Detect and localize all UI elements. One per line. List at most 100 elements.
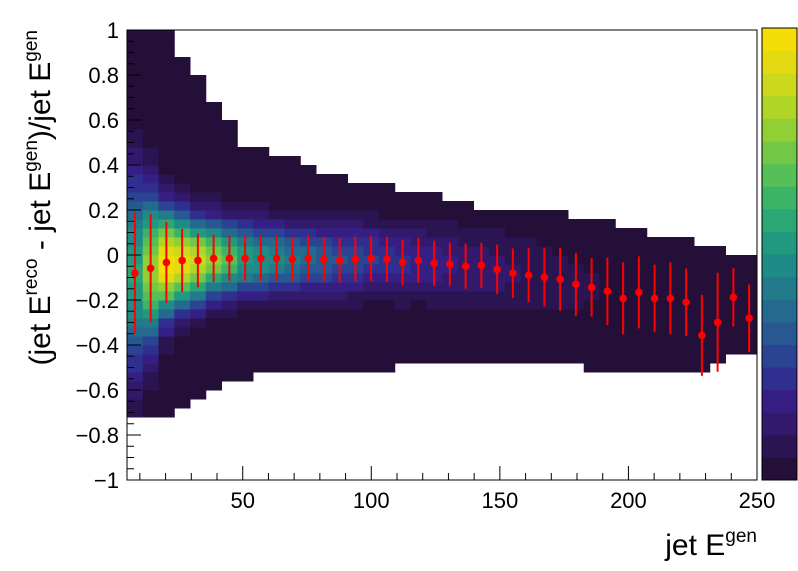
histogram-cell (709, 264, 726, 274)
profile-point (335, 256, 344, 265)
histogram-cell (694, 282, 711, 292)
histogram-cell (473, 291, 490, 301)
histogram-cell (631, 336, 648, 346)
histogram-cell (127, 408, 144, 418)
histogram-cell (300, 219, 317, 229)
histogram-cell (268, 363, 285, 373)
histogram-cell (331, 300, 348, 310)
histogram-cell (127, 174, 144, 184)
histogram-cell (205, 156, 222, 166)
histogram-cell (221, 300, 238, 310)
histogram-cell (284, 345, 301, 355)
histogram-cell (505, 300, 522, 310)
histogram-cell (457, 309, 474, 319)
histogram-cell (127, 165, 144, 175)
histogram-cell (410, 228, 427, 238)
profile-point (398, 258, 407, 267)
y-tick-label: −0.8 (76, 423, 119, 448)
histogram-cell (331, 192, 348, 202)
histogram-cell (127, 354, 144, 364)
histogram-cell (394, 228, 411, 238)
histogram-cell (347, 201, 364, 211)
histogram-cell (426, 354, 443, 364)
histogram-cell (583, 246, 600, 256)
histogram-cell (158, 129, 175, 139)
histogram-cell (174, 399, 191, 409)
histogram-cell (583, 345, 600, 355)
colorbar (761, 27, 798, 481)
histogram-cell (379, 345, 396, 355)
histogram-cell (127, 183, 144, 193)
histogram-cell (473, 354, 490, 364)
histogram-cell (174, 210, 191, 220)
histogram-cell (457, 291, 474, 301)
histogram-cell (473, 219, 490, 229)
histogram-cell (473, 300, 490, 310)
histogram-cell (379, 228, 396, 238)
histogram-cell (190, 129, 207, 139)
histogram-cell (442, 318, 459, 328)
histogram-cell (174, 201, 191, 211)
histogram-cell (190, 120, 207, 130)
histogram-cell (190, 363, 207, 373)
histogram-cell (300, 174, 317, 184)
axes: 50 100 150 200 250 −1 −0.8 −0.6 −0.4 −0.2 0 0.2 0.4 0… (76, 18, 776, 513)
histogram-cell (142, 111, 159, 121)
histogram-cell (363, 192, 380, 202)
histogram-cell (268, 228, 285, 238)
histogram-cell (457, 237, 474, 247)
histogram-cell (505, 210, 522, 220)
histogram-cell (536, 327, 553, 337)
histogram-cell (615, 246, 632, 256)
histogram-cell (615, 363, 632, 373)
histogram-cell (473, 210, 490, 220)
histogram-cell (536, 354, 553, 364)
histogram-cell (646, 336, 663, 346)
histogram-cell (394, 354, 411, 364)
histogram-cell (237, 282, 254, 292)
histogram-cell (190, 102, 207, 112)
histogram-cell (363, 318, 380, 328)
histogram-cell (552, 228, 569, 238)
histogram-cell (142, 174, 159, 184)
histogram-cell (379, 354, 396, 364)
histogram-cell (489, 300, 506, 310)
histogram-cell (268, 174, 285, 184)
histogram-cell (583, 327, 600, 337)
histogram-cell (253, 336, 270, 346)
histogram-cell (379, 318, 396, 328)
histogram-cell (646, 255, 663, 265)
histogram-cell (190, 291, 207, 301)
histogram-cell (253, 318, 270, 328)
histogram-cell (174, 147, 191, 157)
histogram-cell (127, 102, 144, 112)
histogram-cell (221, 291, 238, 301)
histogram-cell (284, 210, 301, 220)
histogram-cell (205, 291, 222, 301)
histogram-cell (221, 336, 238, 346)
colorbar-segment (762, 276, 797, 300)
histogram-cell (520, 318, 537, 328)
histogram-cell (410, 309, 427, 319)
histogram-cell (158, 84, 175, 94)
histogram-cell (158, 354, 175, 364)
histogram-cell (631, 354, 648, 364)
y-axis-title: (jet Ereco - jet Egen)/jet Egen (21, 30, 57, 365)
histogram-cell (615, 237, 632, 247)
histogram-cell (505, 237, 522, 247)
histogram-cell (142, 201, 159, 211)
histogram-cell (158, 39, 175, 49)
colorbar-segment (762, 186, 797, 210)
histogram-cell (253, 354, 270, 364)
histogram-cell (284, 363, 301, 373)
profile-point (131, 269, 139, 278)
histogram-cell (347, 282, 364, 292)
profile-point (729, 293, 738, 302)
histogram-cell (237, 192, 254, 202)
histogram-cell (127, 345, 144, 355)
histogram-cell (347, 210, 364, 220)
histogram-cell (331, 345, 348, 355)
histogram-cell (205, 300, 222, 310)
histogram-cell (678, 255, 695, 265)
histogram-cell (205, 210, 222, 220)
